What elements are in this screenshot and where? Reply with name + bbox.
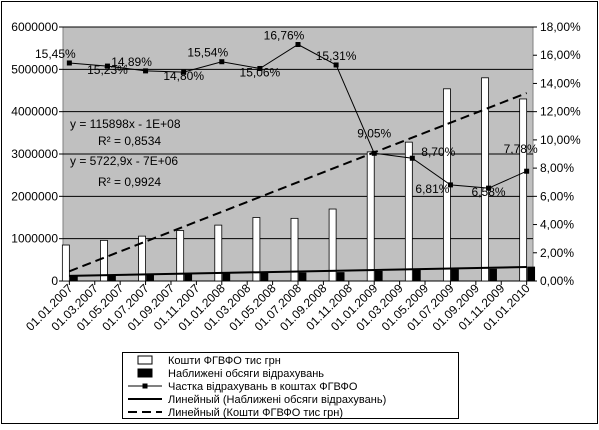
bar: [366, 151, 375, 282]
data-label: 6,58%: [472, 185, 506, 199]
bar: [290, 217, 299, 282]
data-label: 14,80%: [163, 69, 204, 83]
data-label: 15,45%: [35, 47, 76, 61]
legend-label: Линейный (Наближені обсяги відрахувань): [168, 394, 386, 406]
y2-tick-label: 4,00%: [540, 218, 574, 232]
marker: [219, 59, 225, 65]
y2-tick-label: 10,00%: [540, 133, 581, 147]
y-tick-label: 4000000: [11, 105, 58, 119]
data-label: 15,31%: [316, 49, 357, 63]
annotation: y = 5722,9x - 7E+06: [70, 154, 178, 168]
marker: [181, 69, 187, 75]
marker: [295, 41, 301, 47]
data-label: 15,54%: [187, 46, 228, 60]
bar: [61, 244, 70, 282]
legend-label: Кошти ФГВФО тис грн: [168, 355, 281, 367]
data-label: 6,81%: [415, 182, 449, 196]
y2-tick-label: 14,00%: [540, 76, 581, 90]
legend-swatch: [137, 355, 153, 365]
y2-tick-label: 12,00%: [540, 105, 581, 119]
legend-swatch: [142, 383, 148, 389]
marker: [486, 185, 492, 191]
bar: [214, 224, 223, 282]
bar: [176, 230, 185, 282]
data-label: 15,06%: [240, 65, 281, 79]
marker: [257, 65, 263, 71]
annotation: y = 115898x - 1E+08: [70, 117, 181, 131]
marker: [524, 168, 530, 174]
data-label: 9,05%: [357, 126, 391, 140]
bar: [146, 274, 154, 282]
bar: [481, 77, 489, 282]
bar: [374, 270, 383, 282]
y2-tick-label: 8,00%: [540, 161, 574, 175]
marker: [104, 63, 110, 69]
bar: [412, 270, 421, 282]
bar: [519, 98, 528, 282]
bar: [298, 272, 307, 282]
y-tick-label: 3000000: [11, 147, 58, 161]
legend-swatch: [137, 368, 153, 378]
legend-label: Наближені обсяги відрахувань: [168, 368, 324, 380]
annotation: R² = 0,8534: [98, 134, 161, 148]
bar: [252, 217, 261, 282]
bar: [328, 208, 337, 282]
data-label: 14,89%: [111, 55, 152, 69]
bar: [222, 273, 231, 282]
bar: [451, 269, 459, 282]
legend: [122, 352, 459, 419]
legend-label: Линейный (Кошти ФГВФО тис грн): [168, 407, 343, 419]
marker: [447, 182, 453, 188]
bar: [336, 272, 345, 282]
data-label: 7,78%: [504, 142, 538, 156]
y2-tick-label: 2,00%: [540, 246, 574, 260]
bar: [260, 272, 269, 282]
data-label: 15,23%: [87, 63, 128, 77]
legend-label: Частка відрахувань в коштах ФГВФО: [168, 381, 358, 393]
bar: [489, 268, 497, 282]
y2-tick-label: 6,00%: [540, 189, 574, 203]
marker: [143, 68, 149, 74]
annotation: R² = 0,9924: [98, 175, 161, 189]
y2-tick-label: 0,00%: [540, 274, 574, 288]
marker: [66, 60, 72, 66]
trendline: [68, 92, 528, 273]
bar: [184, 273, 193, 282]
marker: [333, 62, 339, 68]
bar: [527, 266, 536, 282]
marker: [409, 155, 415, 161]
y2-tick-label: 18,00%: [540, 20, 581, 34]
y2-tick-label: 16,00%: [540, 48, 581, 62]
y-tick-label: 5000000: [11, 62, 58, 76]
y-tick-label: 2000000: [11, 189, 58, 203]
bar: [100, 239, 108, 282]
y-tick-label: 0: [51, 274, 58, 288]
data-label: 8,70%: [421, 145, 455, 159]
bar: [404, 141, 413, 282]
y-tick-label: 1000000: [11, 232, 58, 246]
trendline: [69, 266, 527, 277]
bar: [138, 235, 146, 282]
y-tick-label: 6000000: [11, 20, 58, 34]
data-label: 16,76%: [264, 28, 305, 42]
